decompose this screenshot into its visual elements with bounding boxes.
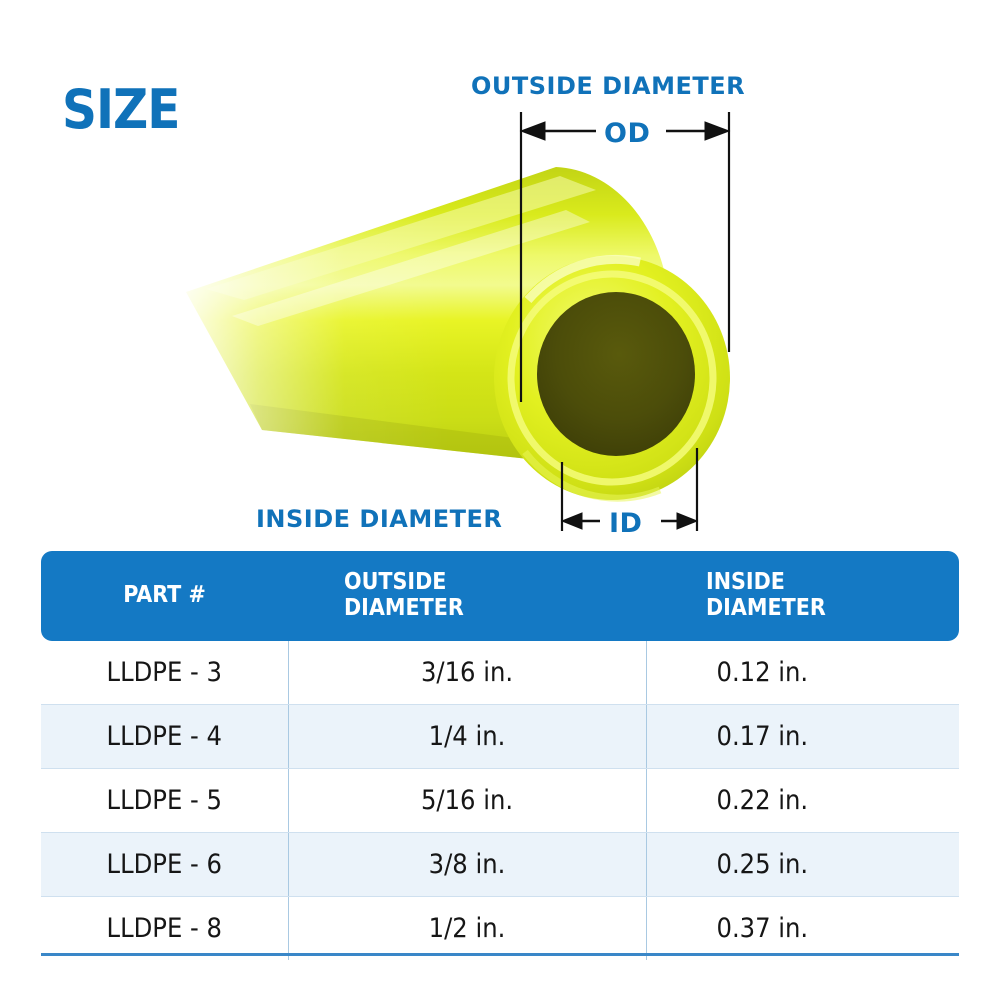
- table-bottom-rule: [41, 953, 959, 956]
- cell-id: 0.25 in.: [646, 832, 959, 897]
- inside-diameter-label: INSIDE DIAMETER: [256, 505, 503, 533]
- column-header-inside-diameter: INSIDE DIAMETER: [646, 551, 959, 641]
- cell-part: LLDPE - 4: [41, 704, 289, 769]
- table-row: LLDPE - 4 1/4 in. 0.17 in.: [41, 704, 959, 769]
- tube-illustration-svg: [120, 112, 731, 531]
- cell-id: 0.12 in.: [646, 641, 959, 705]
- column-header-part-number: PART #: [41, 551, 288, 641]
- od-dimension: [519, 112, 731, 402]
- column-header-outside-diameter-line1: OUTSIDE: [344, 569, 447, 596]
- cell-part: LLDPE - 8: [41, 896, 289, 960]
- cell-part: LLDPE - 5: [41, 768, 289, 833]
- id-abbreviation-label: ID: [609, 508, 643, 539]
- size-spec-table: PART # OUTSIDE DIAMETER INSIDE DIAMETER …: [41, 551, 959, 960]
- cell-od: 3/8 in.: [288, 832, 647, 897]
- table-row: LLDPE - 3 3/16 in. 0.12 in.: [41, 641, 959, 705]
- cell-id: 0.17 in.: [646, 704, 959, 769]
- table-row: LLDPE - 5 5/16 in. 0.22 in.: [41, 768, 959, 833]
- column-header-outside-diameter: OUTSIDE DIAMETER: [288, 551, 646, 641]
- table-header: PART # OUTSIDE DIAMETER INSIDE DIAMETER: [41, 551, 959, 641]
- table-header-row: PART # OUTSIDE DIAMETER INSIDE DIAMETER: [41, 551, 959, 641]
- column-header-inside-diameter-line2: DIAMETER: [706, 595, 826, 621]
- tube-cut-end: [494, 254, 730, 502]
- tube-bore: [537, 292, 695, 456]
- cell-od: 1/4 in.: [288, 704, 647, 769]
- cell-id: 0.37 in.: [646, 896, 959, 960]
- cell-od: 3/16 in.: [288, 641, 647, 705]
- column-header-outside-diameter-line2: DIAMETER: [344, 595, 464, 621]
- table-row: LLDPE - 8 1/2 in. 0.37 in.: [41, 896, 959, 960]
- table-row: LLDPE - 6 3/8 in. 0.25 in.: [41, 832, 959, 897]
- cell-od: 5/16 in.: [288, 768, 647, 833]
- cell-id: 0.22 in.: [646, 768, 959, 833]
- id-dimension: [560, 448, 699, 531]
- od-abbreviation-label: OD: [604, 118, 651, 149]
- cell-part: LLDPE - 6: [41, 832, 289, 897]
- outside-diameter-label: OUTSIDE DIAMETER: [471, 72, 746, 100]
- cell-part: LLDPE - 3: [41, 641, 289, 705]
- tube-diagram: OUTSIDE DIAMETER OD INSIDE DIAMETER ID: [120, 72, 746, 539]
- cell-od: 1/2 in.: [288, 896, 647, 960]
- table-body: LLDPE - 3 3/16 in. 0.12 in. LLDPE - 4 1/4 in…: [41, 641, 959, 960]
- column-header-inside-diameter-line1: INSIDE: [706, 569, 785, 596]
- page-title: SIZE: [62, 78, 180, 141]
